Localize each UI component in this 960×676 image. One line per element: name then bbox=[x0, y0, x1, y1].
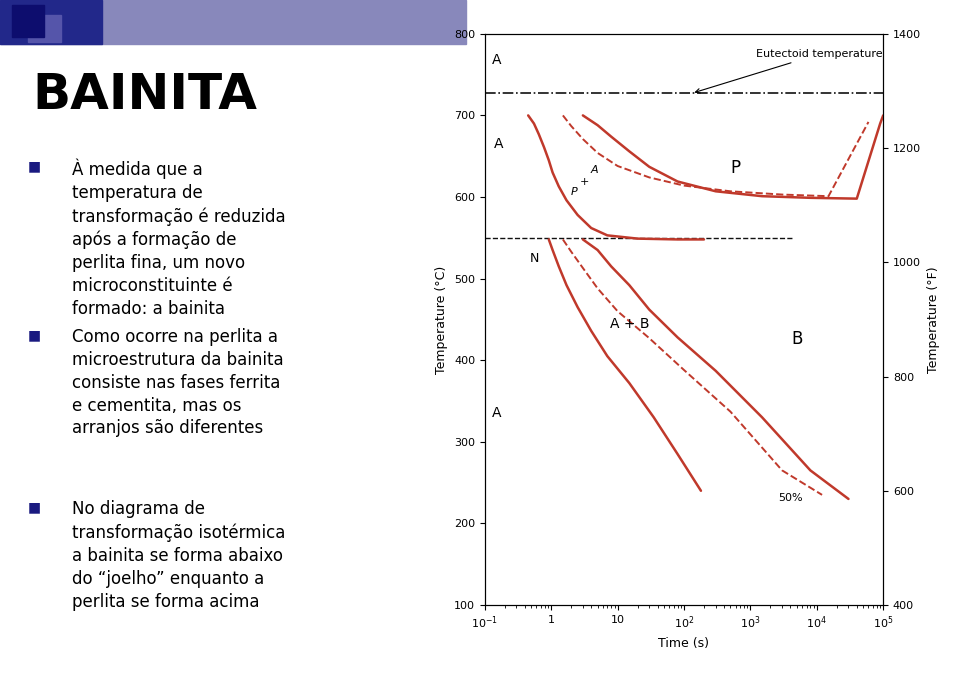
Bar bbox=[0, 0, 466, 44]
Text: A: A bbox=[590, 166, 598, 175]
Text: P: P bbox=[731, 159, 741, 176]
Text: ■: ■ bbox=[28, 159, 41, 173]
Text: Eutectoid temperature: Eutectoid temperature bbox=[695, 49, 882, 93]
Text: +: + bbox=[580, 176, 589, 187]
Text: A: A bbox=[493, 137, 503, 151]
Text: À medida que a
temperatura de
transformação é reduzida
após a formação de
perlit: À medida que a temperatura de transforma… bbox=[72, 159, 286, 318]
Y-axis label: Temperature (°F): Temperature (°F) bbox=[926, 266, 940, 372]
Bar bbox=[0, 0, 103, 44]
Text: Como ocorre na perlita a
microestrutura da bainita
consiste nas fases ferrita
e : Como ocorre na perlita a microestrutura … bbox=[72, 328, 284, 437]
Text: A: A bbox=[492, 406, 501, 420]
Text: P: P bbox=[570, 187, 577, 197]
Text: 50%: 50% bbox=[778, 493, 803, 502]
Y-axis label: Temperature (°C): Temperature (°C) bbox=[436, 265, 448, 374]
Text: A + B: A + B bbox=[610, 316, 649, 331]
Text: No diagrama de
transformação isotérmica
a bainita se forma abaixo
do “joelho” en: No diagrama de transformação isotérmica … bbox=[72, 500, 285, 610]
Bar bbox=[12, 5, 44, 37]
Text: ■: ■ bbox=[28, 328, 41, 342]
Bar bbox=[28, 15, 60, 42]
Text: ■: ■ bbox=[28, 500, 41, 514]
Text: A: A bbox=[492, 53, 501, 67]
Text: BAINITA: BAINITA bbox=[33, 71, 257, 119]
Text: N: N bbox=[529, 252, 539, 265]
X-axis label: Time (s): Time (s) bbox=[659, 637, 709, 650]
Text: B: B bbox=[791, 330, 803, 348]
